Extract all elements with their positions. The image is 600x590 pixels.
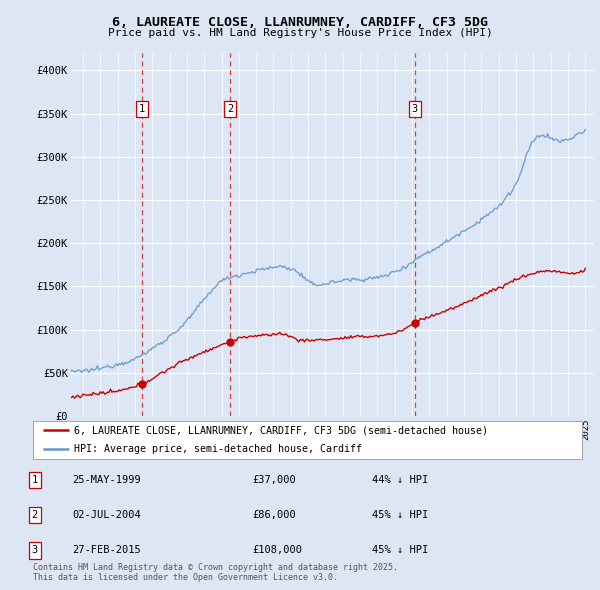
Text: HPI: Average price, semi-detached house, Cardiff: HPI: Average price, semi-detached house,… bbox=[74, 444, 362, 454]
Text: 27-FEB-2015: 27-FEB-2015 bbox=[72, 546, 141, 555]
Text: 1: 1 bbox=[32, 475, 38, 484]
Text: 25-MAY-1999: 25-MAY-1999 bbox=[72, 475, 141, 484]
Text: Price paid vs. HM Land Registry's House Price Index (HPI): Price paid vs. HM Land Registry's House … bbox=[107, 28, 493, 38]
Text: 45% ↓ HPI: 45% ↓ HPI bbox=[372, 510, 428, 520]
Text: 6, LAUREATE CLOSE, LLANRUMNEY, CARDIFF, CF3 5DG: 6, LAUREATE CLOSE, LLANRUMNEY, CARDIFF, … bbox=[112, 16, 488, 29]
Text: 1: 1 bbox=[139, 104, 145, 114]
Text: Contains HM Land Registry data © Crown copyright and database right 2025.
This d: Contains HM Land Registry data © Crown c… bbox=[33, 563, 398, 582]
Text: 6, LAUREATE CLOSE, LLANRUMNEY, CARDIFF, CF3 5DG (semi-detached house): 6, LAUREATE CLOSE, LLANRUMNEY, CARDIFF, … bbox=[74, 425, 488, 435]
Text: 02-JUL-2004: 02-JUL-2004 bbox=[72, 510, 141, 520]
Text: £108,000: £108,000 bbox=[252, 546, 302, 555]
Text: 2: 2 bbox=[227, 104, 233, 114]
Text: 44% ↓ HPI: 44% ↓ HPI bbox=[372, 475, 428, 484]
Text: £37,000: £37,000 bbox=[252, 475, 296, 484]
Text: 2: 2 bbox=[32, 510, 38, 520]
Text: £86,000: £86,000 bbox=[252, 510, 296, 520]
Text: 45% ↓ HPI: 45% ↓ HPI bbox=[372, 546, 428, 555]
Text: 3: 3 bbox=[32, 546, 38, 555]
Text: 3: 3 bbox=[412, 104, 418, 114]
